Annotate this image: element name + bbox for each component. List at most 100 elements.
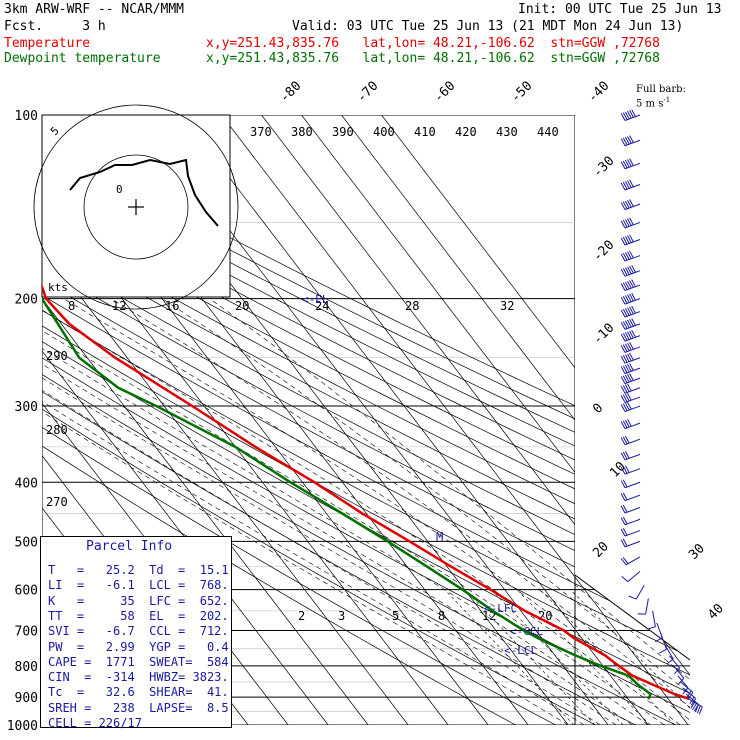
- barb-legend-line1: Full barb:: [636, 84, 686, 95]
- wind-barb: [620, 527, 641, 537]
- parcel-info-title: Parcel Info: [86, 539, 173, 554]
- wind-barb-flag: [620, 355, 626, 364]
- parcel-info-row: CAPE = 1771 SWEAT= 584: [48, 654, 229, 669]
- mixing-ratio-12: [539, 589, 675, 725]
- wind-barb-staff: [624, 270, 641, 277]
- moist-adiabat-34: [209, 298, 690, 725]
- wind-barb-flag: [624, 320, 630, 329]
- wind-barb-staff: [624, 468, 641, 475]
- wind-barb-flag: [624, 252, 630, 260]
- dry-adiabat-450: [42, 115, 690, 725]
- mixing-ratio-label: 32: [500, 299, 514, 313]
- wind-barb-staff: [624, 357, 641, 364]
- isotherm-40: [301, 115, 690, 725]
- wind-barb: [620, 292, 641, 305]
- wind-barb-staff: [624, 481, 641, 489]
- wind-barb-flag: [673, 667, 681, 675]
- isotherm-30: [261, 115, 690, 725]
- wind-barb: [620, 401, 641, 412]
- isotherm-label: -20: [590, 238, 617, 265]
- wind-barb: [620, 392, 641, 404]
- wind-barb-flag: [624, 219, 630, 227]
- wind-barb-staff: [624, 114, 641, 121]
- moist-adiabat-18: [42, 298, 681, 725]
- level-marker: <-LCL: [504, 644, 537, 657]
- wind-barb-flag: [620, 539, 626, 548]
- wind-barb-flag: [688, 691, 694, 700]
- wind-barb-staff: [624, 507, 641, 514]
- wind-barb-staff: [624, 518, 641, 526]
- wind-barb: [620, 330, 641, 342]
- wind-barb-flag: [622, 137, 628, 146]
- wind-barb-flag: [622, 557, 629, 564]
- wind-barb-flag: [698, 706, 703, 715]
- isotherm-10: [181, 115, 649, 725]
- mixing-ratio-20: [570, 589, 690, 725]
- wind-barb: [620, 305, 641, 318]
- wind-barb-flag: [629, 179, 634, 188]
- wind-barb: [620, 250, 641, 262]
- wind-barb-flag: [624, 364, 630, 373]
- theta-label: 390: [332, 125, 354, 139]
- wind-barb: [620, 109, 641, 121]
- wind-barb-staff: [624, 335, 641, 342]
- dewpoint-legend: Dewpoint temperature: [4, 51, 161, 66]
- wind-barb-flag: [627, 307, 632, 315]
- wind-barb-flag: [654, 637, 663, 643]
- dry-adiabat-300: [42, 115, 690, 725]
- wind-barb-flag: [627, 383, 632, 392]
- wind-barb-flag: [620, 376, 626, 384]
- wind-barb-flag: [620, 437, 626, 445]
- parcel-info-panel: [40, 536, 232, 728]
- wind-barb-flag: [620, 395, 626, 403]
- lower-mixing-label: 5: [392, 609, 399, 623]
- wind-barb-staff: [624, 323, 641, 330]
- wind-barb: [620, 342, 641, 353]
- wind-barb: [620, 318, 641, 330]
- wind-barb-flag: [622, 527, 628, 536]
- wind-barb-flag: [622, 160, 628, 169]
- wind-barb-staff: [664, 644, 674, 660]
- wind-barb: [620, 435, 641, 446]
- isotherm-label: -60: [431, 79, 458, 106]
- wind-barb-flag: [622, 112, 628, 120]
- wind-barb-flag: [628, 595, 637, 600]
- pressure-tick-label: 800: [15, 660, 38, 675]
- wind-barb-flag: [629, 330, 634, 339]
- wind-barb-flag: [622, 296, 628, 304]
- wind-barb-flag: [622, 420, 628, 429]
- wind-barb: [620, 179, 641, 191]
- wind-barb: [620, 234, 641, 246]
- wind-barb-flag: [622, 181, 628, 190]
- wind-barb-flag: [624, 393, 630, 402]
- barb-legend: Full barb: 5 m s-1: [636, 84, 686, 109]
- wind-barb-staff: [624, 221, 641, 229]
- wind-barb-flag: [622, 538, 628, 547]
- wind-barb-flag: [629, 293, 634, 302]
- barb-panel-edge: [574, 574, 691, 661]
- wind-barb-staff: [624, 387, 641, 394]
- wind-barb-staff: [624, 203, 641, 211]
- wind-barb-flag: [620, 480, 626, 488]
- parcel-info-row: TT = 58 EL = 202.: [48, 608, 229, 623]
- wind-barb: [669, 655, 681, 675]
- wind-barb-staff: [624, 255, 641, 262]
- parcel-info-row: CELL = 226/17: [48, 716, 142, 730]
- wind-barb-flag: [631, 109, 636, 117]
- wind-barb-flag: [622, 451, 628, 460]
- mixing-ratio-label: 8: [68, 299, 75, 313]
- pressure-tick-label: 1000: [7, 719, 38, 734]
- wind-barb: [620, 373, 641, 385]
- wind-barb-flag: [622, 282, 628, 290]
- theta-label: 440: [537, 125, 559, 139]
- wind-barb-flag: [627, 364, 632, 372]
- wind-barb-flag: [629, 234, 634, 243]
- dry-adiabat-430: [42, 115, 690, 725]
- isotherm--60: [42, 115, 369, 725]
- wind-barb-flag: [624, 465, 630, 473]
- dry-adiabat-320: [42, 115, 690, 725]
- wind-barb-flag: [620, 345, 626, 353]
- wind-barb: [654, 622, 663, 643]
- wind-barb-flag: [659, 648, 667, 654]
- wind-barb-staff: [624, 367, 641, 375]
